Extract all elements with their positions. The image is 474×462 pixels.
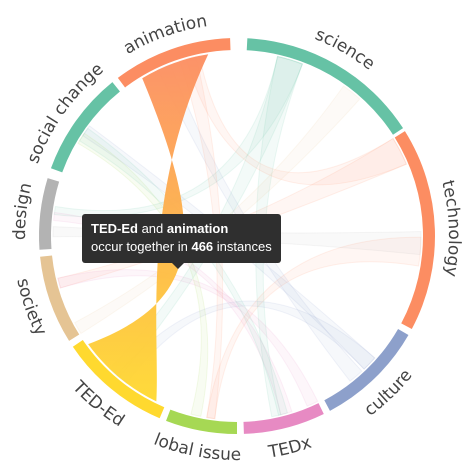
arc-culture[interactable] (324, 329, 409, 411)
tooltip-arrow (172, 263, 184, 269)
tooltip-target: animation (166, 221, 229, 236)
arc-social-change[interactable] (50, 82, 120, 173)
ribbon[interactable] (255, 55, 304, 418)
ribbon[interactable] (179, 56, 224, 420)
group-label: society (12, 276, 50, 339)
tooltip-line-2: occur together in 466 instances (91, 238, 272, 256)
ribbon[interactable] (53, 55, 304, 218)
arc-society[interactable] (40, 255, 80, 341)
tooltip-value: 466 (191, 239, 214, 254)
group-arcs (38, 38, 435, 434)
ribbon-highlighted[interactable] (88, 54, 209, 402)
arc-science[interactable] (246, 38, 404, 135)
arc-lobal-issue[interactable] (166, 409, 237, 434)
tooltip-suffix: instances (216, 239, 272, 254)
arc-animation[interactable] (117, 38, 231, 88)
arc-design[interactable] (38, 178, 60, 250)
tooltip-line-1: TED-Ed and animation (91, 220, 272, 238)
ribbons (52, 54, 422, 420)
tooltip-prefix: occur together in (91, 239, 188, 254)
ribbon[interactable] (77, 132, 209, 417)
ribbon[interactable] (206, 236, 422, 420)
arc-technology[interactable] (394, 131, 435, 329)
group-label: design (10, 181, 36, 240)
group-label: lobal issue (151, 430, 241, 462)
arc-ted-ed[interactable] (72, 340, 165, 419)
arc-tedx[interactable] (243, 403, 324, 434)
chord-tooltip: TED-Ed and animation occur together in 4… (82, 214, 281, 269)
ribbon[interactable] (57, 269, 319, 407)
group-label: TEDx (266, 433, 314, 462)
group-label: technology (437, 178, 464, 278)
ribbon[interactable] (57, 137, 408, 289)
tooltip-conjunction: and (141, 221, 164, 236)
tooltip-source: TED-Ed (91, 221, 138, 236)
